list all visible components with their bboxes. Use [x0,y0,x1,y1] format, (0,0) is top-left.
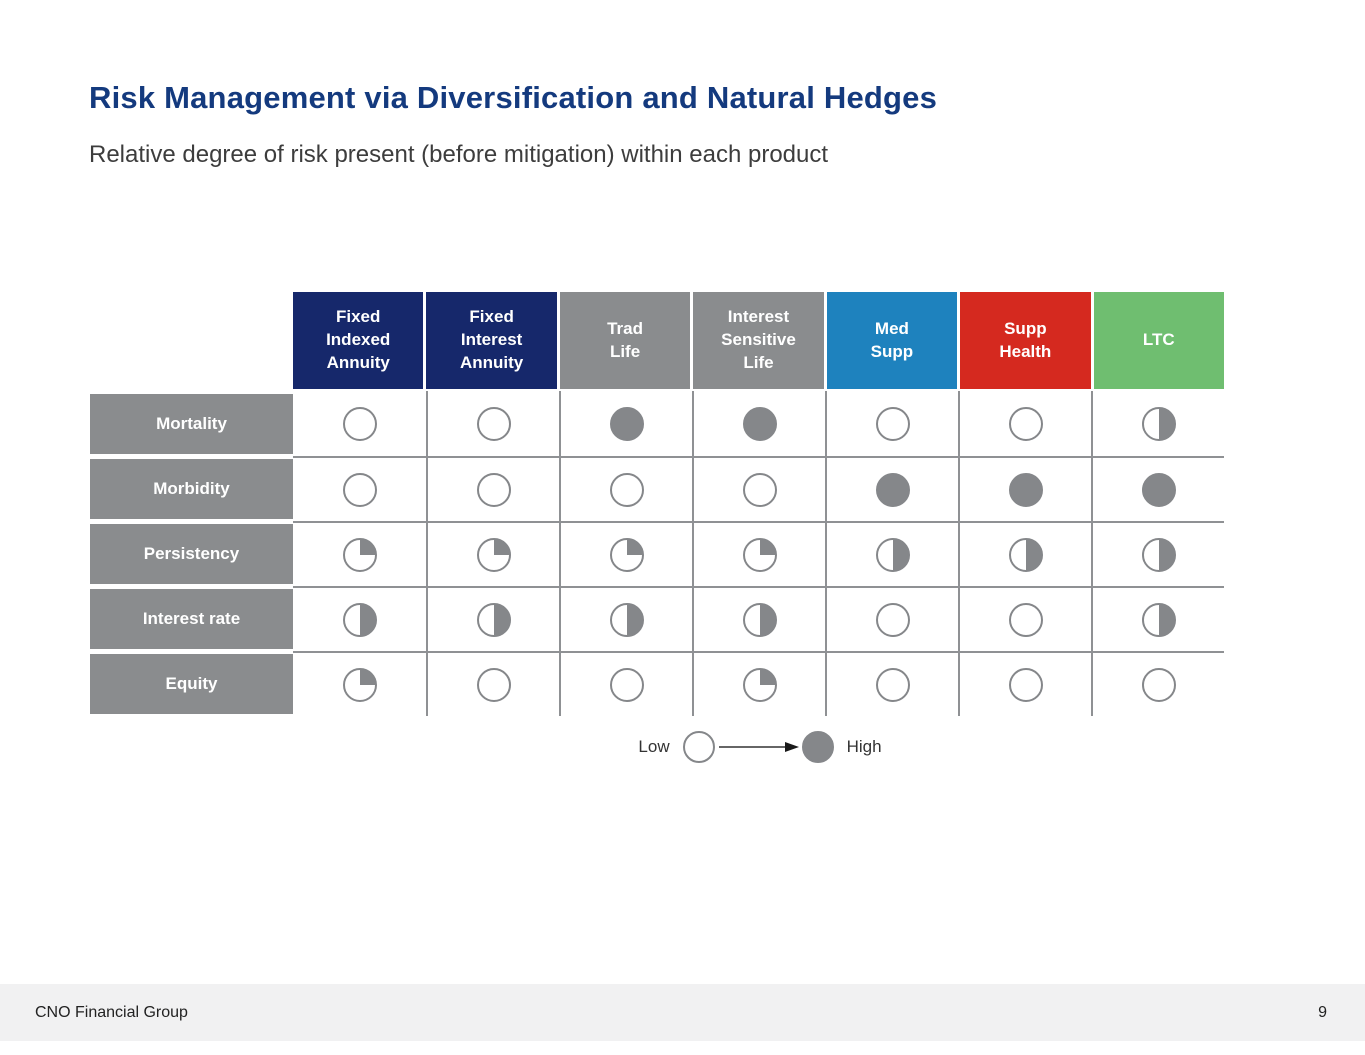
matrix-cell [825,391,958,456]
arrow-right-icon [718,742,799,752]
harvey-ball-empty-icon [1008,602,1044,638]
harvey-ball-full-icon [801,730,835,764]
page-title: Risk Management via Diversification and … [89,80,938,115]
legend-low-label: Low [638,737,670,756]
matrix-cell [426,391,559,456]
matrix-column-headers: Fixed Indexed Annuity Fixed Interest Annu… [293,292,1224,389]
column-header-7: LTC [1093,292,1224,389]
matrix-cell [559,586,692,651]
column-header-2: Fixed Interest Annuity [426,292,557,389]
harvey-ball-quarter-icon [342,537,378,573]
matrix-cell [426,521,559,586]
harvey-ball-quarter-icon [742,537,778,573]
matrix-cell [559,456,692,521]
harvey-ball-full-icon [1141,472,1177,508]
matrix-cell [1091,651,1224,716]
harvey-ball-empty-icon [476,406,512,442]
harvey-ball-quarter-icon [609,537,645,573]
harvey-ball-empty-icon [682,730,716,764]
harvey-ball-empty-icon [875,602,911,638]
matrix-cell [958,586,1091,651]
harvey-ball-empty-icon [1008,667,1044,703]
row-header-1: Mortality [90,394,293,454]
harvey-ball-quarter-icon [476,537,512,573]
column-header-4: Interest Sensitive Life [693,292,824,389]
matrix-cell [958,521,1091,586]
harvey-ball-quarter-icon [342,667,378,703]
harvey-ball-full-icon [875,472,911,508]
matrix-cell [692,521,825,586]
harvey-ball-full-icon [1008,472,1044,508]
harvey-ball-empty-icon [875,667,911,703]
matrix-cell [293,586,426,651]
harvey-ball-empty-icon [742,472,778,508]
harvey-ball-empty-icon [1141,667,1177,703]
footer-company-name: CNO Financial Group [35,1003,188,1021]
harvey-ball-half-icon [476,602,512,638]
harvey-ball-empty-icon [609,667,645,703]
harvey-ball-full-icon [742,406,778,442]
matrix-cell [1091,391,1224,456]
legend: Low High [560,726,960,768]
matrix-cell [692,586,825,651]
matrix-cell [692,651,825,716]
column-header-3: Trad Life [559,292,691,389]
column-header-5: Med Supp [826,292,958,389]
harvey-ball-full-icon [609,406,645,442]
matrix-cell [825,456,958,521]
matrix-cell [559,651,692,716]
matrix-cell [1091,586,1224,651]
matrix-cell [426,586,559,651]
harvey-ball-half-icon [875,537,911,573]
matrix-cell [559,391,692,456]
harvey-ball-half-icon [1141,406,1177,442]
harvey-ball-empty-icon [476,667,512,703]
harvey-ball-empty-icon [609,472,645,508]
harvey-ball-empty-icon [476,472,512,508]
row-header-4: Interest rate [90,589,293,649]
row-header-5: Equity [90,654,293,714]
harvey-ball-half-icon [1141,537,1177,573]
matrix-cell [958,391,1091,456]
matrix-cell [426,456,559,521]
harvey-ball-empty-icon [342,406,378,442]
matrix-cell [426,651,559,716]
page-subtitle: Relative degree of risk present (before … [89,141,829,168]
row-header-3: Persistency [90,524,293,584]
harvey-ball-quarter-icon [742,667,778,703]
matrix-cell [825,651,958,716]
harvey-ball-empty-icon [875,406,911,442]
matrix-cell [825,521,958,586]
matrix-cell [293,521,426,586]
matrix-cell [1091,456,1224,521]
matrix-cell [692,391,825,456]
matrix-cell [958,651,1091,716]
harvey-ball-empty-icon [342,472,378,508]
footer-bar: CNO Financial Group 9 [0,984,1365,1041]
row-header-2: Morbidity [90,459,293,519]
harvey-ball-half-icon [1008,537,1044,573]
legend-high-label: High [846,737,882,756]
matrix-cell [293,391,426,456]
matrix-cell [958,456,1091,521]
matrix-cell [825,586,958,651]
matrix-cell [559,521,692,586]
matrix-cell [293,456,426,521]
harvey-ball-half-icon [1141,602,1177,638]
harvey-ball-half-icon [742,602,778,638]
matrix-cell [692,456,825,521]
column-header-1: Fixed Indexed Annuity [293,292,424,389]
matrix-cell [1091,521,1224,586]
harvey-ball-half-icon [609,602,645,638]
harvey-ball-half-icon [342,602,378,638]
matrix-cell [293,651,426,716]
harvey-ball-empty-icon [1008,406,1044,442]
column-header-6: Supp Health [960,292,1091,389]
footer-page-number: 9 [1318,1003,1327,1021]
risk-matrix-grid [293,391,1224,716]
